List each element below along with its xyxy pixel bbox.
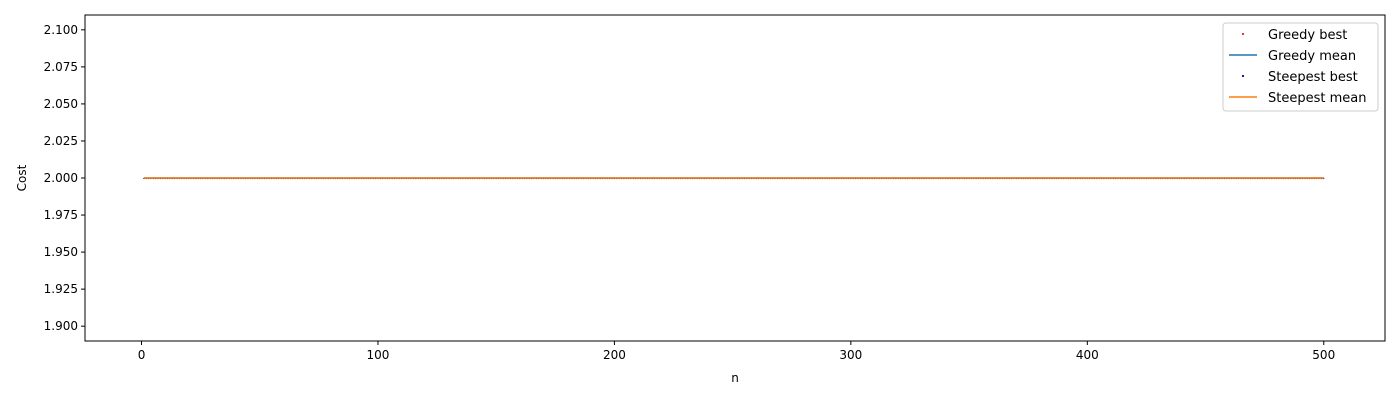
steepest-mean-legend-label: Steepest mean: [1268, 91, 1366, 106]
legend-box: [1222, 22, 1379, 112]
y-tick-label: 1.950: [44, 245, 78, 259]
greedy-best-legend-marker: [1241, 32, 1245, 36]
x-tick-label: 500: [1312, 348, 1335, 362]
y-axis-label: Cost: [15, 164, 29, 191]
series-layer: [143, 177, 1325, 180]
x-tick-label: 200: [603, 348, 626, 362]
x-tick-label: 100: [367, 348, 390, 362]
legend: Greedy best Greedy mean Steepest best Steep…: [1222, 22, 1379, 112]
y-tick-label: 2.025: [44, 134, 78, 148]
x-tick-label: 400: [1076, 348, 1099, 362]
greedy-mean-legend-label: Greedy mean: [1268, 49, 1356, 64]
x-tick-label: 0: [138, 348, 146, 362]
y-tick-label: 2.050: [44, 97, 78, 111]
steepest-best-legend-marker: [1241, 74, 1245, 78]
x-axis: 0 100 200 300 400 500: [138, 341, 1335, 362]
y-tick-label: 2.075: [44, 60, 78, 74]
x-tick-label: 300: [839, 348, 862, 362]
y-tick-label: 2.000: [44, 171, 78, 185]
y-tick-label: 1.925: [44, 282, 78, 296]
steepest-best-legend-label: Steepest best: [1268, 70, 1358, 85]
y-tick-label: 2.100: [44, 23, 78, 37]
y-tick-label: 1.975: [44, 208, 78, 222]
x-axis-label: n: [731, 371, 739, 385]
y-tick-label: 1.900: [44, 319, 78, 333]
y-axis: 1.900 1.925 1.950 1.975 2.000 2.025 2.050 2.075…: [44, 23, 85, 333]
greedy-best-legend-label: Greedy best: [1268, 28, 1347, 43]
